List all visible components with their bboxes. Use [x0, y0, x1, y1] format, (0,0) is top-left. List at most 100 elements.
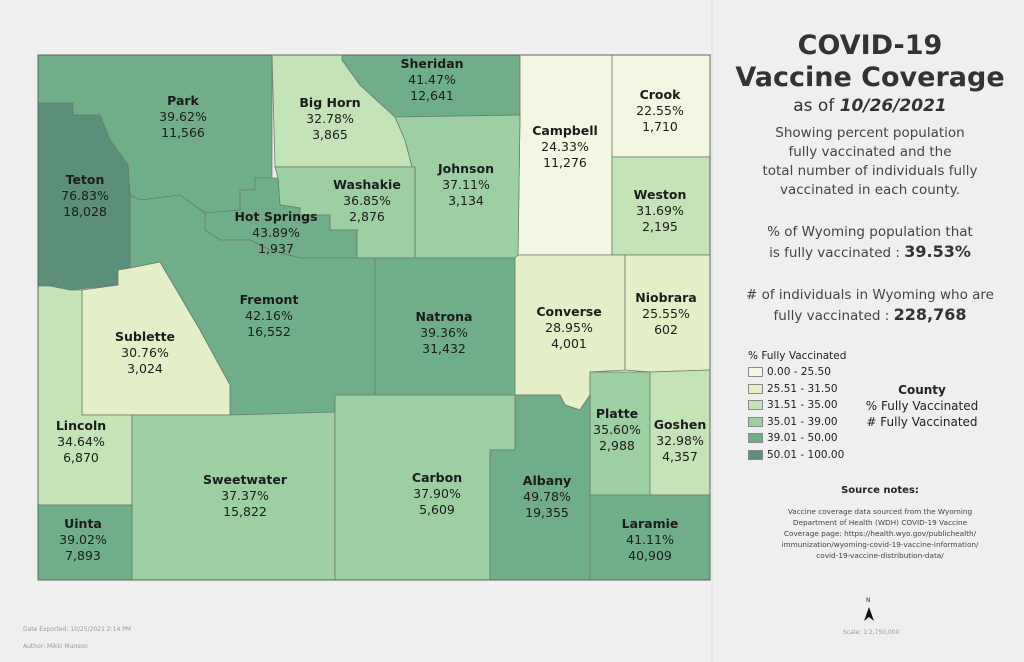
county-pct: 39.62%: [159, 109, 207, 124]
county-label: Platte 35.60% 2,988: [593, 406, 641, 454]
stat-value: 228,768: [893, 305, 967, 324]
county-name: Weston: [633, 187, 687, 202]
state-count-stat: # of individuals in Wyoming who are full…: [720, 286, 1020, 326]
legend-swatch: [748, 383, 763, 394]
north-arrow-icon: [864, 607, 874, 621]
label-key-line: # Fully Vaccinated: [866, 415, 978, 429]
county-name: Park: [167, 93, 199, 108]
county-label: Goshen 32.98% 4,357: [654, 417, 707, 465]
legend: % Fully Vaccinated 0.00 - 25.50 25.51 - 3…: [748, 350, 846, 463]
legend-item: 35.01 - 39.00: [748, 414, 846, 431]
county-label: Natrona 39.36% 31,432: [416, 309, 473, 357]
legend-title: % Fully Vaccinated: [748, 350, 847, 362]
county-name: Uinta: [64, 516, 102, 531]
county-label: Sublette 30.76% 3,024: [115, 329, 175, 377]
description: Showing percent population fully vaccina…: [720, 124, 1020, 200]
county-count: 15,822: [223, 504, 267, 519]
legend-swatch: [748, 433, 763, 444]
county-pct: 42.16%: [245, 308, 293, 323]
county-label: Uinta 39.02% 7,893: [59, 516, 107, 564]
county-pct: 25.55%: [642, 306, 690, 321]
description-line: total number of individuals fully: [762, 163, 978, 179]
county-count: 1,937: [258, 241, 294, 256]
legend-label: 31.51 - 35.00: [767, 399, 838, 412]
county-count: 7,893: [65, 548, 101, 563]
county-pct: 37.37%: [221, 488, 269, 503]
county-count: 1,710: [642, 119, 678, 134]
description-line: Showing percent population: [775, 125, 965, 141]
legend-item: 0.00 - 25.50: [748, 364, 846, 381]
county-name: Converse: [536, 304, 602, 319]
county-pct: 37.90%: [413, 486, 461, 501]
county-pct: 24.33%: [541, 139, 589, 154]
county-name: Platte: [595, 406, 639, 421]
county-label: Washakie 36.85% 2,876: [333, 177, 401, 225]
county-count: 3,865: [312, 127, 348, 142]
legend-label: 0.00 - 25.50: [767, 366, 831, 379]
county-pct: 39.36%: [420, 325, 468, 340]
legend-item: 25.51 - 31.50: [748, 381, 846, 398]
county-pct: 37.11%: [442, 177, 490, 192]
county-label: Niobrara 25.55% 602: [635, 290, 696, 338]
title-line-1: COVID-19: [797, 30, 943, 61]
county-pct: 43.89%: [252, 225, 300, 240]
county-count: 11,276: [543, 155, 587, 170]
legend-label: 35.01 - 39.00: [767, 415, 838, 428]
county-name: Sweetwater: [202, 472, 288, 487]
source-notes-title: Source notes:: [841, 485, 919, 496]
legend-item: 31.51 - 35.00: [748, 397, 846, 414]
county-pct: 32.98%: [656, 433, 704, 448]
county-label: Carbon 37.90% 5,609: [412, 470, 462, 518]
date-exported: Date Exported: 10/25/2021 2:14 PM: [23, 626, 131, 633]
county-count: 4,357: [662, 449, 698, 464]
county-count: 2,876: [349, 209, 385, 224]
county-count: 2,988: [599, 438, 635, 453]
county-pct: 41.47%: [408, 72, 456, 87]
source-note-line: Vaccine coverage data sourced from the W…: [787, 507, 973, 516]
county-label: Sweetwater 37.37% 15,822: [203, 472, 287, 520]
county-pct: 28.95%: [545, 320, 593, 335]
stat-label: # of individuals in Wyoming who are: [745, 287, 994, 303]
county-albany[interactable]: [489, 393, 591, 581]
title-line-2: Vaccine Coverage: [735, 62, 1005, 93]
county-name: Fremont: [239, 292, 299, 307]
legend-swatch: [748, 367, 763, 378]
county-count: 40,909: [628, 548, 672, 563]
county-label: Teton 76.83% 18,028: [61, 172, 109, 220]
label-key-line: % Fully Vaccinated: [865, 399, 979, 413]
county-name: Natrona: [415, 309, 473, 324]
source-notes: Source notes: Vaccine coverage data sour…: [740, 485, 1020, 561]
county-pct: 32.78%: [306, 111, 354, 126]
county-pct: 35.60%: [593, 422, 641, 437]
stat-label: fully vaccinated :: [773, 308, 894, 324]
legend-item: 50.01 - 100.00: [748, 447, 846, 464]
county-pct: 31.69%: [636, 203, 684, 218]
as-of-label: as of: [793, 96, 840, 116]
county-count: 4,001: [551, 336, 587, 351]
county-name: Big Horn: [299, 95, 361, 110]
county-name: Crook: [639, 87, 681, 102]
county-pct: 22.55%: [636, 103, 684, 118]
legend-label: 25.51 - 31.50: [767, 382, 838, 395]
county-label: Laramie 41.11% 40,909: [622, 516, 679, 564]
county-name: Goshen: [653, 417, 707, 432]
source-note-line: Coverage page: https://health.wyo.gov/pu…: [783, 529, 977, 538]
stat-value: 39.53%: [904, 242, 971, 261]
county-count: 12,641: [410, 88, 454, 103]
county-name: Campbell: [532, 123, 598, 138]
county-count: 6,870: [63, 450, 99, 465]
source-note-line: Department of Health (WDH) COVID-19 Vacc…: [792, 518, 968, 527]
county-count: 19,355: [525, 505, 569, 520]
description-line: vaccinated in each county.: [779, 182, 961, 198]
county-pct: 34.64%: [57, 434, 105, 449]
label-key: County % Fully Vaccinated # Fully Vaccin…: [862, 382, 982, 430]
county-label: Hot Springs 43.89% 1,937: [234, 209, 317, 257]
county-name: Teton: [65, 172, 105, 187]
legend-swatch: [748, 449, 763, 460]
county-label: Big Horn 32.78% 3,865: [299, 95, 360, 143]
county-count: 16,552: [247, 324, 291, 339]
county-pct: 30.76%: [121, 345, 169, 360]
source-note-line: immunization/wyoming-covid-19-vaccine-in…: [781, 540, 979, 549]
north-label: N: [866, 597, 871, 604]
